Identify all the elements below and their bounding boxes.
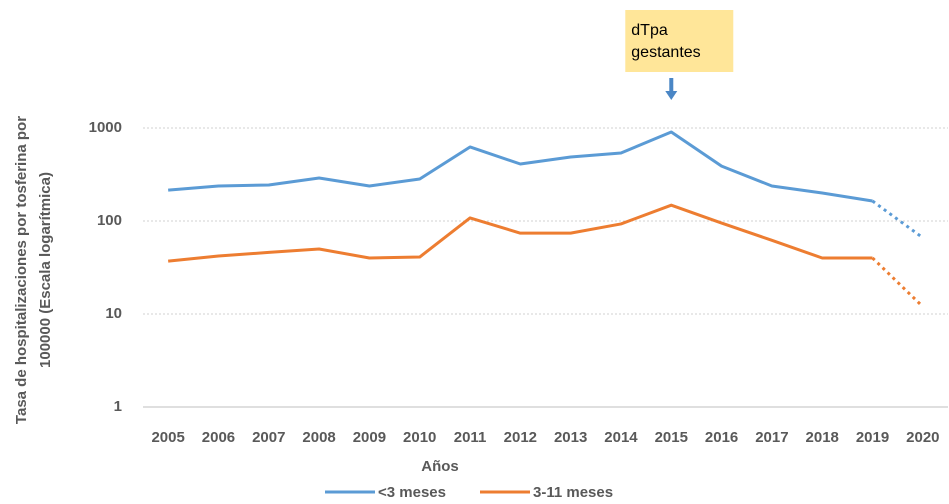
x-tick-label: 2015 [655, 429, 688, 446]
x-axis-title: Años [421, 458, 459, 475]
y-axis-title: Tasa de hospitalizaciones por tosferina … [13, 116, 30, 424]
x-tick-label: 2017 [755, 429, 788, 446]
series-line-dotted [871, 256, 924, 308]
legend-label: 3-11 meses [533, 484, 613, 501]
x-tick-label: 2010 [403, 429, 436, 446]
y-tick-label: 100 [97, 212, 122, 229]
x-tick-label: 2019 [856, 429, 889, 446]
x-tick-label: 2018 [806, 429, 839, 446]
y-axis-title: 100000 (Escala logarítmica) [37, 172, 54, 368]
x-tick-label: 2009 [353, 429, 386, 446]
x-tick-label: 2008 [302, 429, 335, 446]
y-tick-label: 10 [105, 305, 122, 322]
x-tick-label: 2016 [705, 429, 738, 446]
x-tick-label: 2006 [202, 429, 235, 446]
series-line [168, 130, 873, 203]
series-line [168, 203, 873, 263]
x-tick-label: 2013 [554, 429, 587, 446]
annotation-text: gestantes [631, 44, 700, 61]
x-tick-label: 2014 [604, 429, 638, 446]
annotation-box [625, 10, 734, 72]
x-tick-label: 2005 [151, 429, 184, 446]
annotation-text: dTpa [631, 22, 668, 39]
annotation-arrow [665, 91, 678, 100]
x-tick-label: 2020 [906, 429, 939, 446]
y-tick-label: 1000 [89, 119, 122, 136]
legend-label: <3 meses [378, 484, 446, 501]
annotation-arrow [669, 78, 674, 92]
x-tick-label: 2011 [454, 429, 487, 446]
series-line-dotted [871, 199, 924, 239]
y-tick-label: 1 [114, 398, 122, 415]
x-tick-label: 2007 [252, 429, 285, 446]
x-tick-label: 2012 [504, 429, 537, 446]
